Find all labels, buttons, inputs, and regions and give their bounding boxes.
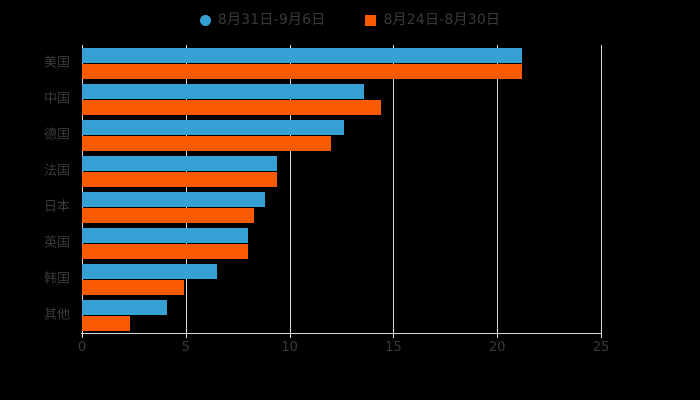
category-band: 韩国: [44, 261, 601, 297]
bar-series-0[interactable]: [82, 263, 217, 279]
y-category-label: 法国: [43, 163, 70, 179]
x-tick-mark: [601, 333, 602, 338]
plot-area: 0 5 10 15 20 25 美国中国德国法国日本英国韩国其他: [44, 45, 609, 354]
bar-series-1[interactable]: [82, 171, 278, 187]
x-tick-label: 10: [281, 340, 298, 355]
category-band: 英国: [44, 225, 601, 261]
gridline: [497, 45, 499, 333]
x-tick-label: 0: [77, 340, 87, 355]
category-band: 法国: [44, 153, 601, 189]
y-category-label: 中国: [43, 91, 70, 107]
legend-item-0[interactable]: 8月31日-9月6日: [199, 12, 326, 28]
bar-series-0[interactable]: [82, 119, 344, 135]
x-tick-mark: [185, 333, 187, 338]
bar-series-0[interactable]: [82, 299, 168, 315]
bar-series-0[interactable]: [82, 47, 523, 63]
y-category-label: 德国: [43, 127, 70, 143]
gridline: [289, 45, 291, 333]
bar-series-1[interactable]: [82, 279, 184, 295]
gridline: [393, 45, 395, 333]
x-tick-label: 20: [488, 340, 506, 355]
category-band: 美国: [44, 45, 601, 81]
category-band: 中国: [44, 81, 601, 117]
bar-series-0[interactable]: [82, 83, 365, 99]
bar-series-1[interactable]: [82, 207, 255, 223]
bar-series-0[interactable]: [82, 155, 278, 171]
legend-marker-square-icon: [365, 14, 377, 26]
chart-legend: 8月31日-9月6日 8月24日-8月30日: [0, 8, 700, 32]
y-category-label: 其他: [43, 307, 70, 323]
x-tick-mark: [289, 333, 291, 338]
y-category-label: 日本: [43, 199, 70, 215]
bar-series-1[interactable]: [82, 135, 332, 151]
x-tick-mark: [497, 333, 499, 338]
x-tick-label: 15: [385, 340, 402, 355]
gridline: [601, 45, 602, 333]
legend-item-1[interactable]: 8月24日-8月30日: [365, 13, 500, 27]
x-tick-mark: [393, 333, 395, 338]
y-axis-line: [82, 45, 83, 333]
category-band: 其他: [44, 297, 601, 333]
bar-series-1[interactable]: [82, 99, 381, 115]
bar-series-1[interactable]: [82, 315, 130, 331]
legend-label: 8月31日-9月6日: [217, 12, 326, 28]
bar-series-1[interactable]: [82, 63, 523, 79]
y-category-label: 英国: [43, 235, 70, 251]
y-category-label: 美国: [43, 55, 70, 71]
legend-label: 8月24日-8月30日: [383, 12, 501, 28]
bar-series-1[interactable]: [82, 243, 249, 259]
bar-series-0[interactable]: [82, 227, 249, 243]
bar-series-0[interactable]: [82, 191, 265, 207]
x-tick-mark: [82, 333, 83, 338]
legend-marker-circle-icon: [199, 14, 211, 26]
x-tick-label: 5: [181, 340, 190, 355]
x-axis-line: [81, 333, 602, 334]
gridline: [185, 45, 187, 333]
category-band: 日本: [44, 189, 601, 225]
category-band: 德国: [44, 117, 601, 153]
x-tick-label: 25: [592, 340, 610, 355]
y-category-label: 韩国: [43, 271, 70, 287]
